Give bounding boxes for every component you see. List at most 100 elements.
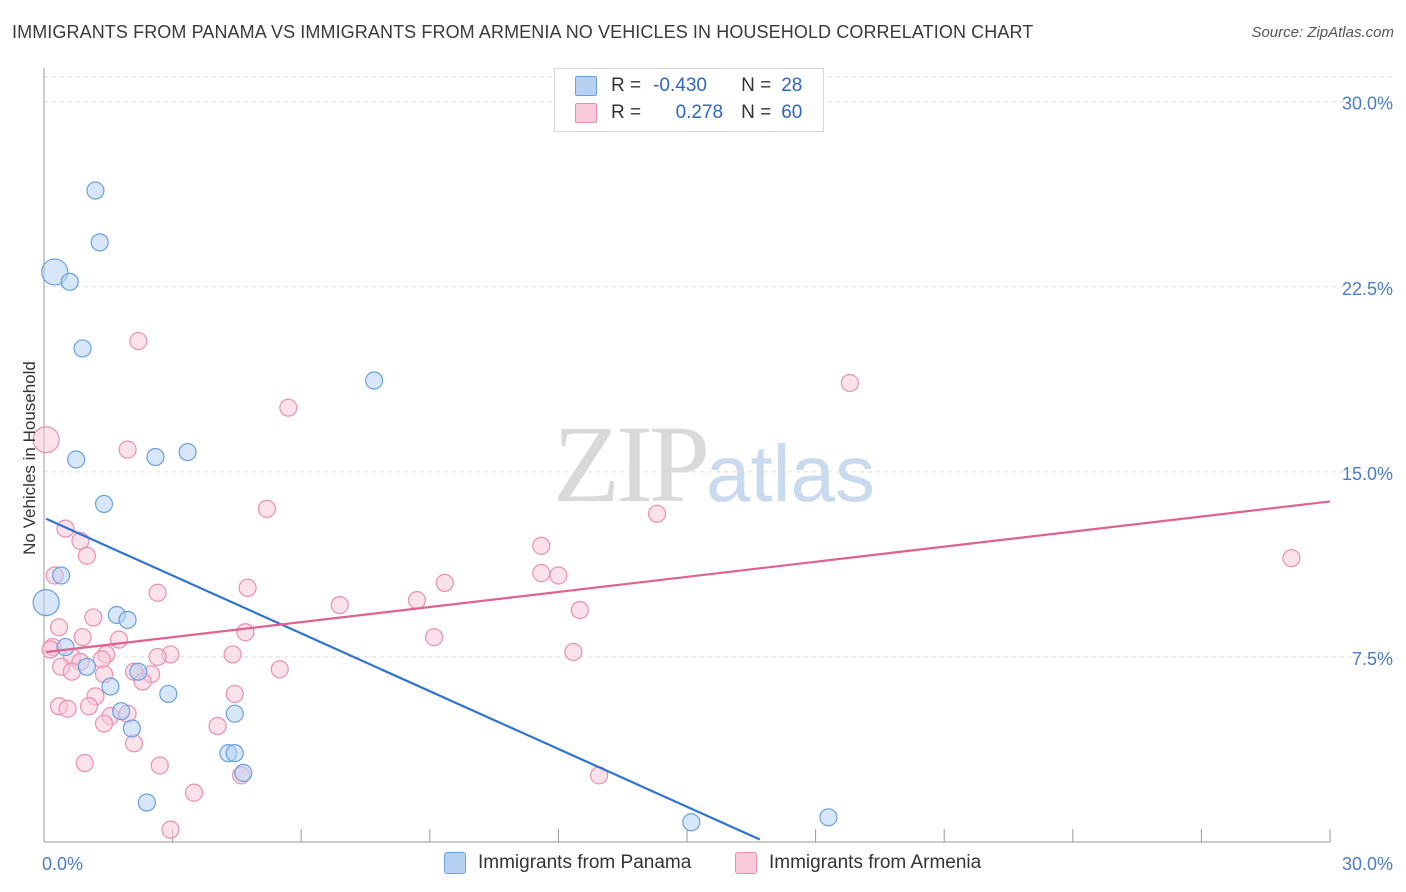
panama-point	[112, 702, 131, 721]
armenia-point	[279, 398, 298, 417]
panama-point	[56, 637, 75, 657]
armenia-point	[238, 578, 257, 597]
n-value: 28	[781, 75, 803, 96]
armenia-point	[77, 546, 96, 565]
panama-point	[159, 684, 178, 704]
watermark: ZIPatlas	[553, 400, 875, 528]
panama-point	[41, 258, 69, 286]
panama-point	[77, 657, 96, 676]
panama-point	[60, 272, 79, 291]
panama-point	[129, 662, 148, 681]
y-tick-label: 30.0%	[1342, 94, 1393, 114]
armenia-legend-swatch	[735, 852, 757, 874]
points-layer	[32, 181, 1301, 839]
armenia-point	[129, 331, 148, 351]
panama-point	[101, 677, 120, 696]
armenia-point	[647, 504, 667, 523]
legend-item-armenia[interactable]: Immigrants from Armenia	[735, 852, 981, 874]
armenia-point	[270, 660, 289, 679]
grid-layer	[44, 76, 1392, 658]
armenia-point	[424, 628, 444, 647]
n-label: N =	[741, 102, 772, 123]
watermark-atlas: atlas	[706, 429, 875, 518]
panama-point	[225, 744, 244, 763]
chart-title: IMMIGRANTS FROM PANAMA VS IMMIGRANTS FRO…	[12, 22, 1034, 42]
panama-point	[67, 450, 86, 469]
watermark-zip: ZIP	[553, 403, 710, 525]
panama-point	[364, 371, 384, 390]
armenia-point	[148, 583, 167, 602]
panama-point	[225, 704, 244, 723]
y-axis-title: No Vehicles in Household	[20, 361, 39, 555]
stats-legend-row-armenia: R = 0.278 N = 60	[575, 102, 802, 124]
series-legend: Immigrants from Panama Immigrants from A…	[0, 852, 1406, 878]
panama-point	[94, 494, 114, 514]
armenia-point	[79, 697, 99, 716]
armenia-point	[109, 630, 129, 649]
panama-point	[122, 719, 141, 738]
armenia-point	[1282, 549, 1301, 568]
panama-point	[819, 808, 838, 827]
panama-point	[137, 793, 156, 812]
armenia-point	[49, 618, 69, 637]
source-label: Source: ZipAtlas.com	[1251, 24, 1394, 41]
panama-point	[178, 442, 197, 462]
n-label: N =	[741, 75, 772, 96]
panama-point	[682, 813, 701, 832]
x-tick-label: 30.0%	[1342, 854, 1393, 874]
panama-point	[90, 233, 109, 252]
armenia-point	[73, 628, 92, 647]
armenia-point	[435, 573, 454, 592]
armenia-point	[208, 716, 227, 736]
armenia-point	[184, 783, 204, 802]
armenia-point	[407, 591, 427, 610]
armenia-point	[236, 623, 255, 642]
panama-swatch	[575, 76, 597, 96]
armenia-point	[150, 756, 169, 775]
r-label: R =	[611, 75, 642, 96]
armenia-point	[532, 536, 551, 555]
r-value: 0.278	[675, 102, 724, 123]
y-tick-label: 22.5%	[1342, 279, 1393, 299]
x-tick-label: 0.0%	[42, 854, 83, 874]
armenia-point	[84, 608, 103, 627]
armenia-point	[118, 440, 137, 459]
panama-legend-swatch	[444, 852, 466, 874]
panama-point	[86, 181, 105, 200]
armenia-point	[257, 499, 277, 518]
armenia-point	[570, 600, 589, 620]
y-tick-label: 7.5%	[1352, 649, 1393, 669]
panama-point	[32, 589, 60, 617]
armenia-point	[532, 563, 551, 583]
armenia-point	[62, 662, 81, 681]
armenia-point	[75, 753, 94, 773]
panama-point	[73, 339, 92, 358]
panama-point	[146, 447, 165, 467]
armenia-point	[148, 647, 167, 667]
label-layer: 7.5% 15.0% 22.5% 30.0% 0.0% 30.0% No Vehicles …	[20, 94, 1393, 874]
r-value: -0.430	[653, 75, 707, 96]
armenia-point	[564, 642, 583, 662]
armenia-point	[94, 714, 114, 733]
stats-legend: R = -0.430 N = 28 R = 0.278 N = 60	[554, 68, 824, 132]
panama-point	[52, 566, 71, 585]
panama-point	[118, 610, 137, 630]
armenia-point	[161, 820, 180, 839]
trend-layer	[45, 500, 1331, 841]
armenia-point	[32, 426, 60, 454]
armenia-point	[840, 373, 859, 393]
y-tick-label: 15.0%	[1342, 464, 1393, 484]
axis-layer	[43, 68, 1331, 843]
armenia-swatch	[575, 103, 597, 123]
legend-label-panama: Immigrants from Panama	[478, 852, 692, 873]
armenia-point	[124, 734, 144, 753]
legend-item-panama[interactable]: Immigrants from Panama	[444, 852, 691, 874]
armenia-point	[330, 595, 349, 615]
stats-legend-row-panama: R = -0.430 N = 28	[575, 75, 802, 97]
n-value: 60	[781, 102, 803, 123]
armenia-point	[58, 699, 77, 718]
armenia-point	[223, 645, 242, 664]
panama-trend-line	[45, 517, 761, 841]
armenia-point	[549, 566, 568, 585]
